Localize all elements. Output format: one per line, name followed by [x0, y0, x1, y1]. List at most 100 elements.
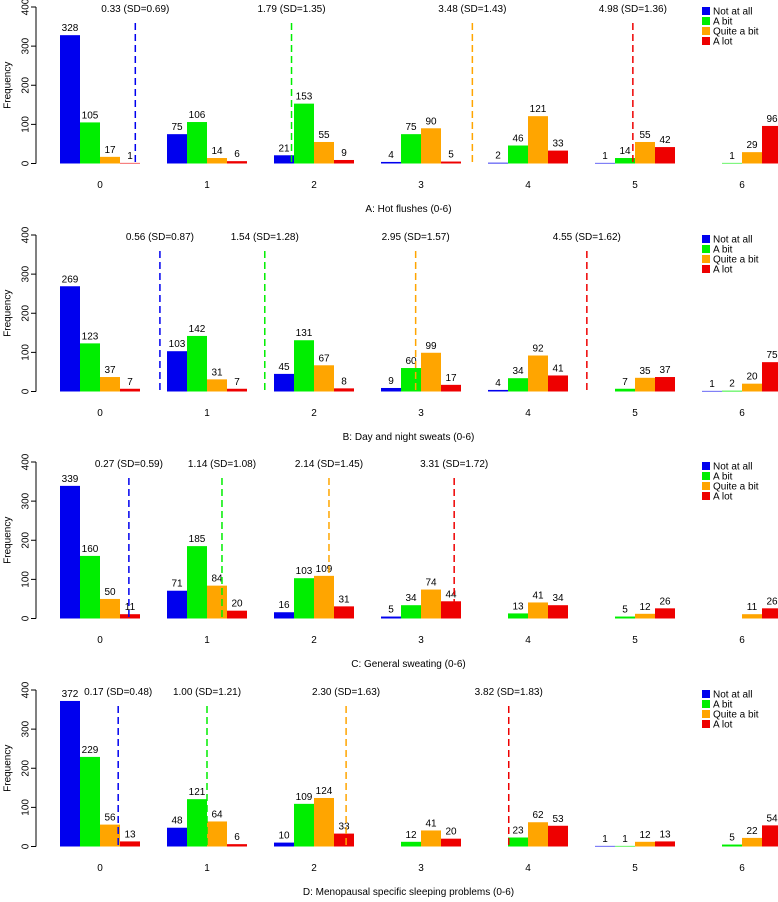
x-tick-label: 1 — [204, 180, 210, 191]
legend-label: A bit — [713, 472, 733, 483]
bar-a-lot-6 — [762, 125, 778, 164]
legend-label: Quite a bit — [713, 710, 759, 721]
data-label: 44 — [445, 589, 457, 600]
bar-quite-a-bit-5 — [635, 377, 655, 392]
mean-label: 4.98 (SD=1.36) — [599, 4, 667, 15]
data-label: 75 — [405, 122, 417, 133]
bar-quite-a-bit-5 — [635, 613, 655, 619]
data-label: 123 — [82, 331, 99, 342]
data-label: 41 — [532, 590, 544, 601]
bar-not-at-all-0 — [60, 485, 80, 619]
data-label: 339 — [62, 474, 79, 485]
bar-a-bit-6 — [722, 844, 742, 847]
data-label: 11 — [747, 602, 758, 613]
x-tick-label: 2 — [311, 635, 317, 646]
bar-a-bit-1 — [187, 546, 207, 619]
bar-a-bit-2 — [294, 578, 314, 619]
x-tick-label: 0 — [97, 408, 103, 419]
bar-a-bit-4 — [508, 837, 528, 847]
x-tick-label: 6 — [739, 863, 745, 874]
mean-label: 3.82 (SD=1.83) — [475, 687, 543, 698]
bar-a-lot-6 — [762, 362, 778, 392]
bar-a-bit-3 — [401, 605, 421, 619]
x-tick-label: 4 — [525, 408, 531, 419]
bar-a-bit-6 — [722, 390, 742, 392]
legend-label: Quite a bit — [713, 27, 759, 38]
data-label: 121 — [530, 104, 547, 115]
data-label: 54 — [766, 813, 778, 824]
mean-lines: 0.56 (SD=0.87) 1.54 (SD=1.28) 2.95 (SD=1.5… — [126, 232, 621, 392]
x-tick-label: 5 — [632, 180, 638, 191]
x-tick-label: 4 — [525, 863, 531, 874]
data-label: 13 — [512, 601, 524, 612]
x-tick-label: 0 — [97, 180, 103, 191]
bar-not-at-all-2 — [274, 842, 294, 847]
data-label: 34 — [405, 593, 417, 604]
data-label: 5 — [622, 605, 628, 616]
mean-label: 0.56 (SD=0.87) — [126, 232, 194, 243]
legend-label: Quite a bit — [713, 482, 759, 493]
legend-label: A bit — [713, 245, 733, 256]
data-label: 2 — [495, 151, 501, 162]
bar-a-lot-5 — [655, 841, 675, 847]
bar-a-lot-0 — [120, 841, 140, 847]
bar-not-at-all-1 — [167, 134, 187, 164]
x-tick-label: 3 — [418, 863, 424, 874]
y-axis-title: Frequency — [3, 290, 14, 337]
bar-quite-a-bit-0 — [100, 377, 120, 392]
data-label: 105 — [82, 110, 99, 121]
data-label: 42 — [659, 135, 671, 146]
bar-a-lot-4 — [548, 825, 568, 847]
y-tick-label: 200 — [21, 76, 32, 93]
data-label: 33 — [338, 822, 350, 833]
x-tick-label: 2 — [311, 408, 317, 419]
legend-swatch-a-lot — [702, 265, 710, 273]
data-label: 1 — [622, 834, 628, 845]
bar-not-at-all-4 — [488, 162, 508, 164]
bar-quite-a-bit-2 — [314, 365, 334, 392]
data-label: 71 — [171, 579, 183, 590]
data-label: 142 — [189, 324, 206, 335]
x-tick-label: 6 — [739, 408, 745, 419]
data-label: 4 — [495, 378, 501, 389]
data-label: 75 — [171, 122, 183, 133]
data-label: 21 — [278, 143, 290, 154]
y-tick-label: 100 — [21, 799, 32, 816]
bar-quite-a-bit-3 — [421, 352, 441, 392]
legend-swatch-quite-a-bit — [702, 482, 710, 490]
y-tick-label: 0 — [21, 615, 32, 621]
bar-a-lot-6 — [762, 825, 778, 847]
bar-not-at-all-4 — [488, 389, 508, 392]
x-axis: 0 1 2 3 4 5 6 — [97, 635, 745, 646]
bar-a-bit-0 — [80, 756, 100, 847]
bar-quite-a-bit-4 — [528, 355, 548, 392]
bar-a-bit-3 — [401, 368, 421, 392]
data-label: 185 — [189, 534, 206, 545]
bar-a-lot-4 — [548, 150, 568, 164]
bar-a-bit-5 — [615, 845, 635, 847]
legend-label: Not at all — [713, 235, 752, 246]
data-label: 5 — [448, 150, 454, 161]
mean-label: 0.27 (SD=0.59) — [95, 459, 163, 470]
data-label: 41 — [552, 363, 564, 374]
data-label: 33 — [552, 139, 564, 150]
y-tick-label: 300 — [21, 720, 32, 737]
mean-lines: 0.17 (SD=0.48) 1.00 (SD=1.21) 2.30 (SD=1.6… — [84, 687, 543, 847]
data-label: 84 — [211, 574, 223, 585]
data-label: 8 — [341, 376, 347, 387]
bar-a-lot-5 — [655, 608, 675, 619]
bar-not-at-all-0 — [60, 700, 80, 847]
bar-a-bit-1 — [187, 799, 207, 847]
bar-quite-a-bit-2 — [314, 797, 334, 847]
bar-a-lot-3 — [441, 384, 461, 392]
data-label: 34 — [512, 366, 524, 377]
bar-quite-a-bit-5 — [635, 141, 655, 164]
bar-quite-a-bit-5 — [635, 841, 655, 847]
data-label: 7 — [622, 377, 628, 388]
legend-label: A lot — [713, 720, 733, 731]
